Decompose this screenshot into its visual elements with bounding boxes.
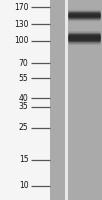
Text: 170: 170 [14,3,29,12]
Text: 70: 70 [19,59,29,68]
Bar [65,0,68,200]
Text: 130: 130 [14,20,29,29]
Text: 55: 55 [19,74,29,83]
Text: 40: 40 [19,94,29,103]
Text: 10: 10 [19,181,29,190]
Text: 100: 100 [14,36,29,45]
Text: 35: 35 [19,102,29,111]
Text: 25: 25 [19,123,29,132]
Bar [50,0,102,200]
Text: 15: 15 [19,155,29,164]
Bar [0,0,50,200]
